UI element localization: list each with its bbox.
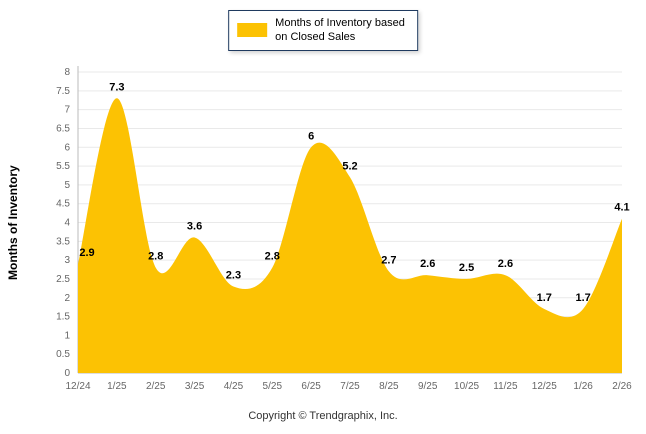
legend-label-line1: Months of Inventory based [275, 17, 405, 29]
y-tick-label: 1 [64, 330, 70, 341]
data-label: 3.6 [187, 221, 202, 233]
y-tick-label: 5 [64, 180, 70, 191]
y-tick-label: 6.5 [56, 123, 70, 134]
data-label: 1.7 [537, 292, 552, 304]
y-tick-label: 4 [64, 218, 70, 229]
y-tick-label: 7.5 [56, 86, 70, 97]
x-tick-label: 11/25 [493, 381, 518, 392]
data-label: 2.6 [498, 258, 513, 270]
data-label: 2.3 [226, 269, 241, 281]
y-tick-label: 8 [64, 67, 70, 78]
x-tick-label: 12/24 [65, 381, 90, 392]
data-label: 2.8 [148, 251, 163, 263]
y-tick-label: 0.5 [56, 349, 70, 360]
x-tick-label: 2/26 [612, 381, 632, 392]
y-tick-label: 7 [64, 105, 70, 116]
chart-svg: 0 0.5 1 1.5 2 2.5 3 3.5 4 4.5 5 5.5 6 6.5 7 7.5 8 2.9 7.3 2… [0, 0, 646, 434]
data-label: 2.8 [265, 251, 280, 263]
data-label: 5.2 [342, 160, 357, 172]
y-tick-label: 2.5 [56, 274, 70, 285]
data-label: 6 [308, 130, 314, 142]
x-tick-label: 10/25 [454, 381, 479, 392]
y-tick-label: 3.5 [56, 236, 70, 247]
data-label: 2.5 [459, 262, 474, 274]
x-tick-label: 7/25 [340, 381, 360, 392]
y-tick-label: 3 [64, 255, 70, 266]
legend-label: Months of Inventory based on Closed Sale… [275, 16, 405, 45]
data-label: 2.9 [79, 247, 94, 259]
y-tick-label: 1.5 [56, 312, 70, 323]
x-tick-label: 3/25 [185, 381, 205, 392]
y-tick-label: 0 [64, 368, 70, 379]
y-tick-label: 2 [64, 293, 70, 304]
legend-swatch [237, 23, 267, 37]
x-tick-label: 12/25 [532, 381, 557, 392]
x-tick-label: 4/25 [224, 381, 244, 392]
x-tick-label: 5/25 [263, 381, 283, 392]
x-tick-label: 1/26 [573, 381, 593, 392]
y-tick-label: 5.5 [56, 161, 70, 172]
data-label: 2.6 [420, 258, 435, 270]
data-label: 4.1 [614, 202, 629, 214]
copyright-text: Copyright © Trendgraphix, Inc. [0, 410, 646, 422]
y-tick-label: 4.5 [56, 199, 70, 210]
x-tick-label: 1/25 [107, 381, 127, 392]
data-label: 1.7 [575, 292, 590, 304]
x-tick-label: 6/25 [301, 381, 321, 392]
area-series [78, 98, 622, 373]
y-tick-label: 6 [64, 142, 70, 153]
legend: Months of Inventory based on Closed Sale… [228, 10, 418, 51]
data-label: 7.3 [109, 81, 124, 93]
data-label: 2.7 [381, 254, 396, 266]
legend-label-line2: on Closed Sales [275, 31, 355, 43]
x-tick-label: 8/25 [379, 381, 399, 392]
x-tick-label: 2/25 [146, 381, 166, 392]
chart-page: Months of Inventory based on Closed Sale… [0, 0, 646, 434]
x-tick-label: 9/25 [418, 381, 438, 392]
